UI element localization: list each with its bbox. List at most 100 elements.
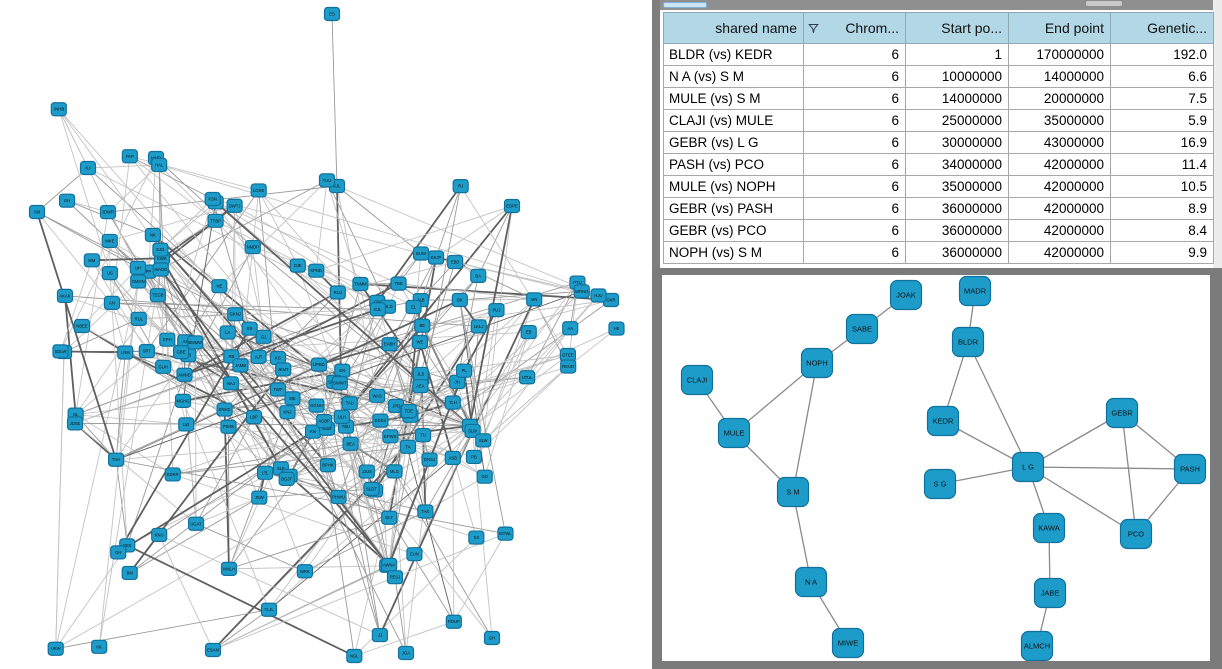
network-node[interactable]: EABH [381, 337, 398, 352]
network-node[interactable]: KSN [204, 191, 221, 207]
network-node[interactable]: SPT [138, 344, 155, 359]
network-node[interactable]: MN [526, 292, 543, 307]
subnetwork-canvas[interactable]: JOAK MADR SABE BLDR NOPH CLAJI GEBR KEDR MULE L G… [662, 275, 1210, 661]
network-node[interactable]: DLT [381, 510, 398, 525]
network-node[interactable]: GBE [173, 344, 190, 360]
network-node[interactable]: JJ [371, 627, 389, 643]
network-node[interactable]: JJUS [358, 464, 375, 479]
scrollbar-thumb-secondary[interactable] [1086, 1, 1122, 6]
network-node[interactable]: NK [144, 227, 161, 243]
column-header-2[interactable]: Start po... [905, 12, 1009, 44]
network-node[interactable]: TWP [269, 382, 287, 397]
network-node[interactable]: RUL [130, 311, 147, 326]
network-node[interactable]: S M [776, 476, 810, 508]
filter-icon[interactable] [808, 23, 819, 34]
network-node[interactable]: GMHN [130, 274, 147, 289]
network-node[interactable]: THH [108, 452, 125, 467]
network-node[interactable]: JGA [397, 645, 415, 661]
network-node[interactable]: WAS [369, 388, 386, 403]
network-node[interactable]: NOPH [800, 347, 834, 379]
network-node[interactable]: WKE [101, 233, 118, 249]
network-node[interactable]: TLJL [260, 602, 278, 617]
network-node[interactable]: JSW [251, 490, 268, 505]
network-node[interactable]: KPND [308, 263, 325, 278]
network-node[interactable]: AJT [250, 349, 267, 364]
network-node[interactable]: TAU [341, 396, 358, 411]
table-row[interactable]: CLAJI (vs) MULE 6 25000000 35000000 5.9 [663, 109, 1214, 132]
network-node[interactable]: EPH [159, 332, 176, 347]
network-node[interactable]: PAP [121, 149, 138, 164]
network-node[interactable]: GJ [255, 329, 272, 344]
network-node[interactable]: NAJ [222, 376, 239, 391]
table-scrollbar-track[interactable] [660, 0, 1213, 10]
network-node[interactable]: EUN [406, 547, 423, 562]
network-node[interactable]: JLS [412, 366, 429, 382]
network-node[interactable]: NMLH [220, 561, 238, 576]
network-node[interactable]: ALMCH [1020, 630, 1054, 661]
network-node[interactable]: ULH [333, 409, 350, 424]
network-node[interactable]: KEDR [926, 405, 960, 437]
network-node[interactable]: BUW [412, 246, 430, 261]
table-row[interactable]: GEBR (vs) L G 6 30000000 43000000 16.9 [663, 131, 1214, 154]
network-node[interactable]: US [101, 266, 119, 281]
network-node[interactable]: EB [520, 324, 537, 340]
network-node[interactable]: BMMW [187, 335, 204, 350]
network-node[interactable]: TEGB [149, 288, 166, 303]
network-node[interactable]: PESJ [386, 570, 404, 585]
network-node[interactable]: NMDP [244, 239, 261, 255]
table-row[interactable]: MULE (vs) NOPH 6 35000000 42000000 10.5 [663, 175, 1214, 198]
network-node[interactable]: JDWR [99, 204, 117, 220]
network-node[interactable]: UPBD [310, 357, 328, 372]
table-row[interactable]: N A (vs) S M 6 10000000 14000000 6.6 [663, 65, 1214, 88]
network-node[interactable]: TU [414, 428, 432, 443]
network-node[interactable]: SABE [845, 313, 879, 345]
network-node[interactable]: SDLW [52, 344, 69, 359]
network-node[interactable]: NE [211, 279, 228, 294]
network-node[interactable]: PSHE [220, 419, 237, 434]
network-node[interactable]: NGL [346, 648, 363, 664]
network-node[interactable]: GGNH [308, 398, 325, 413]
network-node[interactable]: SWWT [331, 376, 348, 391]
network-node[interactable]: EJG [152, 242, 169, 257]
network-node[interactable]: LW [178, 417, 195, 432]
column-header-4[interactable]: Genetic... [1110, 12, 1214, 44]
network-node[interactable]: KJ [79, 160, 97, 176]
table-row[interactable]: GEBR (vs) PASH 6 36000000 42000000 8.9 [663, 197, 1214, 220]
network-node[interactable]: L G [1011, 451, 1045, 483]
network-node[interactable]: JAMB [232, 358, 249, 373]
network-node[interactable]: KNJ [279, 405, 296, 420]
network-node[interactable]: BLDR [951, 326, 985, 358]
network-node[interactable]: AGBP [316, 414, 333, 429]
network-node[interactable]: S G [923, 468, 957, 500]
network-node[interactable]: BPHK [319, 458, 337, 473]
network-node[interactable]: SS [468, 530, 485, 545]
network-node[interactable]: KNU [151, 527, 168, 543]
network-node[interactable]: PUJ [488, 303, 505, 318]
network-node[interactable]: WRK [296, 564, 313, 579]
network-node[interactable]: HJU [590, 288, 607, 303]
network-node[interactable]: PCO [1119, 518, 1153, 550]
table-row[interactable]: NOPH (vs) S M 6 36000000 42000000 9.9 [663, 241, 1214, 264]
network-node[interactable]: EL [405, 299, 422, 315]
network-node[interactable]: WADD [152, 262, 169, 277]
network-node[interactable]: GUH [155, 359, 172, 374]
network-node[interactable]: PL [456, 363, 473, 378]
network-node[interactable]: MULE [717, 417, 751, 449]
network-node[interactable]: EDKR [164, 467, 181, 482]
network-node[interactable]: BE [414, 318, 431, 333]
network-node[interactable]: HE [608, 321, 625, 336]
network-node[interactable]: PHWU [330, 489, 347, 505]
network-node[interactable]: GEBR [1105, 397, 1139, 429]
network-node[interactable]: DJE [289, 258, 306, 273]
network-node[interactable]: ENHD [216, 402, 233, 417]
network-node[interactable]: MM [83, 253, 100, 268]
network-node[interactable]: RDUP [445, 614, 462, 629]
network-node[interactable]: GG [476, 469, 493, 484]
network-node[interactable]: TDE [400, 403, 417, 419]
network-node[interactable]: LBP [245, 410, 263, 425]
network-node[interactable]: UGAT [187, 516, 205, 531]
network-node[interactable]: N A [794, 566, 828, 598]
network-node[interactable]: TTBP [207, 213, 224, 228]
table-row[interactable]: GEBR (vs) PCO 6 36000000 42000000 8.4 [663, 219, 1214, 242]
network-node[interactable]: SLW [475, 433, 492, 448]
